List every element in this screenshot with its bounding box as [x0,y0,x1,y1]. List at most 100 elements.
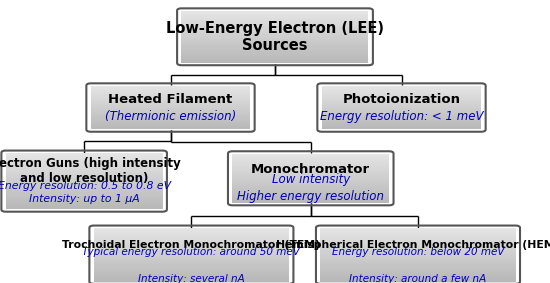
Bar [91,107,250,108]
Bar [232,183,389,184]
Bar [6,170,163,171]
Bar [320,265,516,267]
Bar [322,98,481,99]
Bar [94,250,289,252]
Bar [322,114,481,115]
Bar [6,156,163,157]
Bar [94,254,289,255]
Bar [6,207,163,208]
Bar [320,256,516,257]
Bar [91,89,250,90]
Text: Trochoidal Electron Monochromator (TEM): Trochoidal Electron Monochromator (TEM) [62,240,321,250]
Bar [91,124,250,125]
Text: Low intensity
Higher energy resolution: Low intensity Higher energy resolution [237,173,384,203]
Bar [6,157,163,158]
Bar [232,170,389,171]
Bar [182,62,368,63]
Bar [6,208,163,209]
Bar [322,111,481,112]
Bar [322,116,481,117]
Bar [320,250,516,252]
Bar [322,121,481,122]
Bar [232,156,389,158]
Bar [320,248,516,249]
Bar [6,188,163,189]
Bar [320,244,516,245]
Bar [182,58,368,59]
Bar [232,164,389,165]
Bar [320,232,516,233]
Bar [91,122,250,123]
Bar [232,177,389,178]
Bar [6,169,163,170]
Bar [94,249,289,250]
Text: Monochromator: Monochromator [251,163,370,176]
Bar [94,248,289,249]
Bar [6,165,163,166]
Bar [94,258,289,259]
Bar [232,174,389,175]
Bar [91,121,250,122]
Bar [320,275,516,276]
Bar [91,117,250,118]
Bar [320,231,516,232]
Bar [232,175,389,176]
Text: Low-Energy Electron (LEE)
Sources: Low-Energy Electron (LEE) Sources [166,21,384,53]
Bar [320,233,516,234]
Bar [6,163,163,164]
Bar [6,180,163,181]
Bar [232,173,389,174]
Bar [182,27,368,28]
Bar [91,103,250,104]
Bar [320,240,516,241]
Bar [232,199,389,200]
Bar [322,92,481,93]
Bar [322,120,481,121]
Bar [6,173,163,174]
Text: Typical energy resolution: around 50 meV

Intensity: several nA: Typical energy resolution: around 50 meV… [82,247,300,283]
Bar [320,242,516,243]
Bar [182,61,368,62]
Bar [320,271,516,272]
Bar [91,118,250,119]
Bar [94,230,289,231]
Bar [94,276,289,277]
Bar [182,42,368,43]
Bar [91,109,250,110]
Bar [232,166,389,168]
Bar [91,95,250,96]
Bar [322,106,481,107]
Bar [94,245,289,246]
Bar [320,259,516,260]
Bar [320,264,516,265]
Bar [322,124,481,125]
Bar [232,169,389,170]
Bar [94,260,289,261]
Bar [94,268,289,269]
Text: Energy resolution: 0.5 to 0.8 eV
Intensity: up to 1 μA: Energy resolution: 0.5 to 0.8 eV Intensi… [0,181,170,204]
Bar [91,110,250,111]
Bar [320,245,516,246]
Bar [322,113,481,114]
Bar [182,23,368,24]
Bar [232,193,389,194]
Bar [182,41,368,42]
Bar [322,99,481,100]
Bar [94,233,289,234]
Bar [6,154,163,155]
Bar [182,13,368,14]
Bar [182,31,368,32]
Bar [182,38,368,39]
Bar [91,91,250,92]
Bar [6,160,163,161]
Bar [91,97,250,98]
Bar [91,113,250,114]
Bar [232,181,389,182]
Bar [91,88,250,89]
Bar [232,179,389,180]
Bar [182,26,368,27]
Bar [94,270,289,271]
Bar [91,102,250,103]
Bar [232,196,389,197]
Bar [94,244,289,245]
